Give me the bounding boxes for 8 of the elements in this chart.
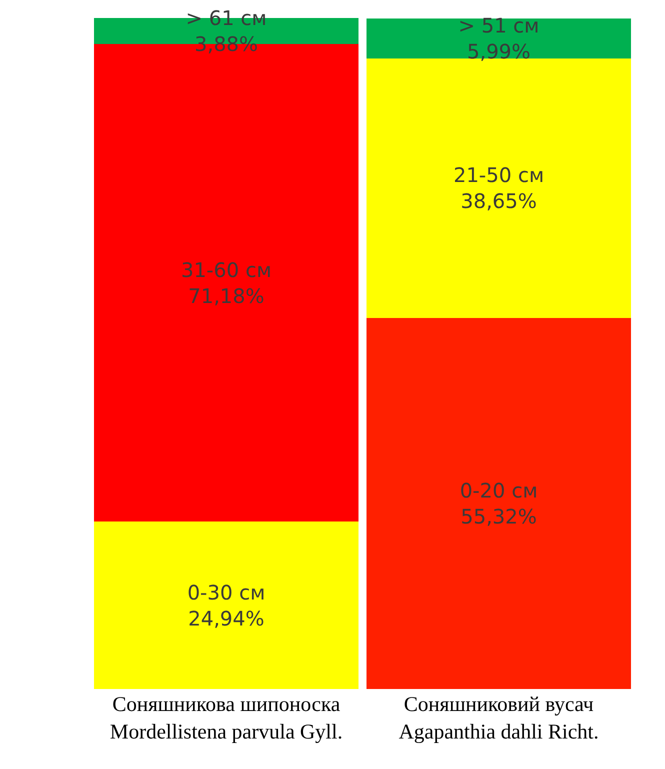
data-label: > 51 см 5,99% xyxy=(458,13,540,64)
data-label: 31-60 см 71,18% xyxy=(180,258,272,308)
bar xyxy=(366,318,631,689)
data-label: 21-50 см 38,65% xyxy=(453,163,544,214)
data-label: 0-20 см 55,32% xyxy=(460,478,538,528)
x-tick-label: Соняшниковий вусач Agapanthia dahli Richt. xyxy=(398,692,599,744)
data-label: 0-30 см 24,94% xyxy=(187,580,266,630)
x-tick-label: Соняшникова шипоноска Mordellistena parvula Gyll. xyxy=(110,692,343,744)
